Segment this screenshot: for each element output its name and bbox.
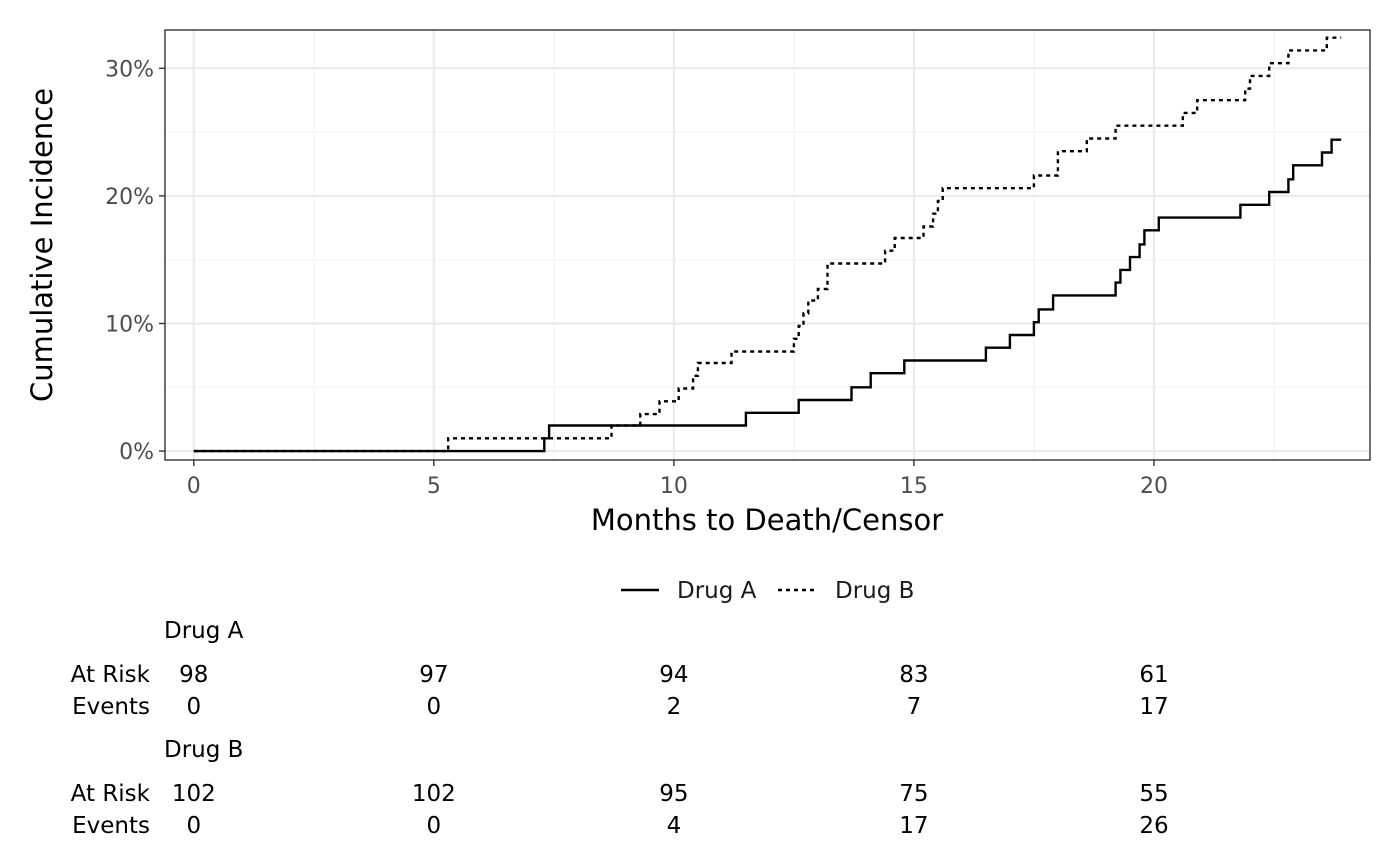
- y-axis-title: Cumulative Incidence: [25, 88, 59, 402]
- series-line-drug-a: [193, 138, 1342, 453]
- x-axis-title: Months to Death/Censor: [591, 503, 943, 537]
- risk-group-title: Drug B: [164, 737, 243, 763]
- plot-panel-border: [164, 29, 1371, 461]
- x-axis: 0 5 10 15 20: [187, 460, 1168, 499]
- series-line-drug-b: [193, 36, 1342, 453]
- at-risk-value: 61: [1139, 662, 1168, 688]
- events-value: 17: [1139, 694, 1168, 720]
- events-value: 7: [907, 694, 922, 720]
- risk-row-label: At Risk: [71, 662, 151, 688]
- events-value: 0: [427, 694, 442, 720]
- at-risk-value: 97: [419, 662, 448, 688]
- at-risk-value: 75: [899, 781, 928, 807]
- series-layer: [193, 36, 1342, 453]
- events-value: 0: [186, 813, 201, 839]
- risk-cells-drug-a: 98 0 97 0 94 2 83 7 61 17: [179, 662, 1168, 720]
- at-risk-value: 95: [659, 781, 688, 807]
- x-tick-label: 5: [427, 474, 441, 499]
- y-tick-label: 0%: [119, 440, 154, 465]
- events-value: 2: [667, 694, 682, 720]
- legend: Drug A Drug B: [621, 578, 914, 604]
- legend-label-drug-b: Drug B: [835, 578, 914, 604]
- at-risk-value: 83: [899, 662, 928, 688]
- events-value: 0: [186, 694, 201, 720]
- risk-cells-drug-b: 102 0 102 0 95 4 75 17 55 26: [172, 781, 1169, 839]
- x-tick-label: 0: [187, 474, 201, 499]
- y-tick-label: 10%: [105, 312, 154, 337]
- x-tick-label: 20: [1140, 474, 1168, 499]
- at-risk-value: 102: [412, 781, 456, 807]
- at-risk-value: 98: [179, 662, 208, 688]
- at-risk-value: 55: [1139, 781, 1168, 807]
- x-tick-label: 15: [900, 474, 928, 499]
- events-value: 4: [667, 813, 682, 839]
- y-tick-label: 30%: [105, 57, 154, 82]
- at-risk-value: 102: [172, 781, 216, 807]
- risk-table: Drug A At Risk Events 98 0 97 0 94 2 83 7 61 17 D…: [71, 618, 1169, 839]
- y-axis: 0% 10% 20% 30%: [105, 57, 165, 465]
- x-tick-label: 10: [660, 474, 688, 499]
- risk-row-label: Events: [72, 694, 150, 720]
- events-value: 26: [1139, 813, 1168, 839]
- risk-group-title: Drug A: [164, 618, 244, 644]
- at-risk-value: 94: [659, 662, 688, 688]
- risk-row-label: Events: [72, 813, 150, 839]
- legend-label-drug-a: Drug A: [677, 578, 757, 604]
- grid-minor: [165, 30, 1370, 460]
- events-value: 0: [427, 813, 442, 839]
- events-value: 17: [899, 813, 928, 839]
- risk-row-label: At Risk: [71, 781, 151, 807]
- y-tick-label: 20%: [105, 185, 154, 210]
